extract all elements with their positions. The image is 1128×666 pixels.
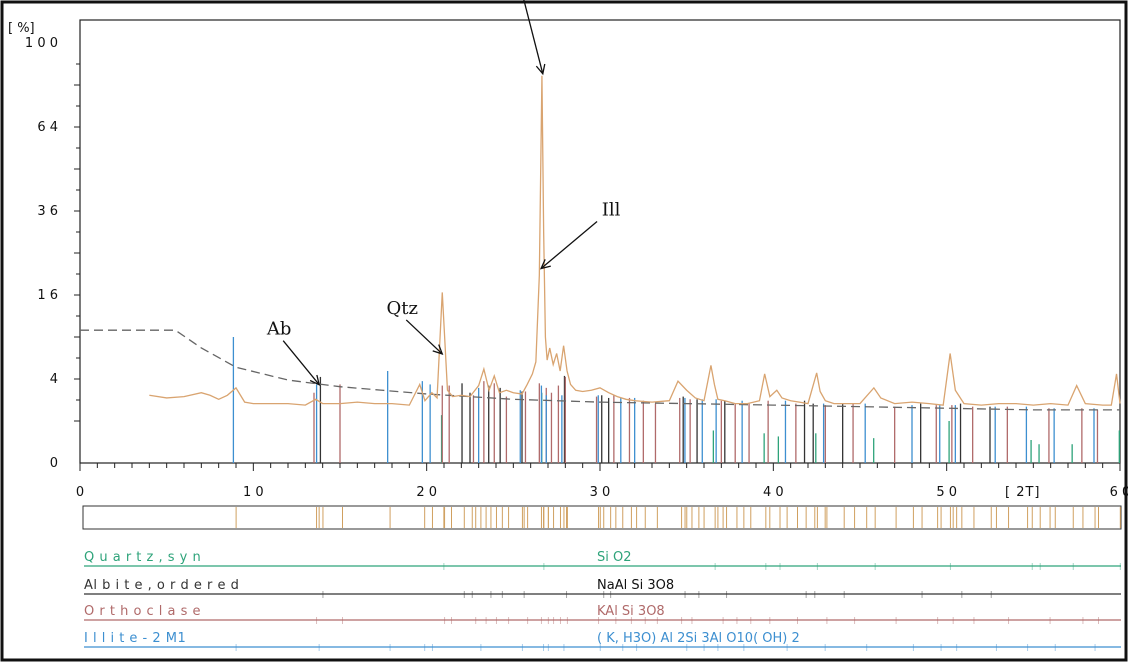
x-axis-label: [ 2T] — [1005, 485, 1041, 500]
annotation-label: Qtz — [387, 298, 418, 319]
annotation-label: Ab — [266, 319, 292, 340]
x-tick-label: 2 0 — [416, 485, 437, 500]
measured-pattern — [149, 75, 1121, 406]
annotation-arrow — [282, 340, 320, 386]
annotation-ill: Ill — [539, 200, 621, 270]
overview-strip-ticks — [235, 507, 1121, 528]
sticks-illite-2m1 — [232, 337, 1095, 463]
annotation-arrow — [405, 319, 443, 355]
peak-annotations: Or Ill Qtz Ab — [266, 0, 621, 386]
legend-name-orthoclase: O r t h o c l a s e — [84, 604, 201, 619]
y-tick-label: 4 — [50, 372, 58, 387]
axes: 0 1 0 2 0 3 0 4 0 5 0 6 0 0 4 1 6 3 6 6 4 1 0 0 — [25, 36, 1128, 500]
y-tick-label: 1 0 0 — [25, 36, 58, 51]
legend-formula-quartz: Si O2 — [597, 550, 632, 565]
legend-name-quartz: Q u a r t z , s y n — [84, 550, 201, 565]
legend-row-ticks — [235, 563, 1121, 651]
annotation-ab: Ab — [266, 319, 321, 386]
legend-name-illite: I l l i t e - 2 M1 — [84, 631, 186, 646]
annotation-arrow — [523, 0, 544, 74]
legend-row-albite: Al b i t e , o r d e r e d NaAl Si 3O8 — [84, 578, 1121, 595]
x-tick-label: 3 0 — [590, 485, 611, 500]
legend-name-albite: Al b i t e , o r d e r e d — [84, 578, 239, 593]
x-tick-label: 0 — [76, 485, 84, 500]
legend-row-quartz: Q u a r t z , s y n Si O2 — [84, 550, 1121, 567]
phase-legend: Q u a r t z , s y n Si O2 Al b i t e , o… — [84, 550, 1121, 648]
annotation-arrowhead — [432, 344, 444, 355]
x-tick-label: 6 0 — [1110, 485, 1128, 500]
sticks-albite-ordered — [319, 375, 991, 463]
annotation-label: Ill — [602, 200, 621, 221]
y-tick-label: 3 6 — [37, 204, 58, 219]
x-tick-label: 5 0 — [936, 485, 957, 500]
sticks-orthoclase — [313, 376, 1099, 463]
legend-formula-illite: ( K, H3O) Al 2Si 3Al O10( OH) 2 — [597, 631, 800, 646]
y-tick-label: 6 4 — [37, 120, 58, 135]
x-tick-label: 1 0 — [243, 485, 264, 500]
annotation-arrowhead — [539, 259, 551, 270]
curves — [80, 75, 1121, 411]
background-curve — [80, 329, 1120, 411]
y-tick-label: 0 — [50, 456, 58, 471]
annotation-qtz: Qtz — [387, 298, 444, 355]
overview-strip — [82, 505, 1122, 530]
annotation-arrowhead — [535, 63, 546, 76]
annotation-or: Or — [523, 0, 546, 76]
annotation-arrowhead — [309, 374, 321, 386]
y-tick-label: 1 6 — [37, 288, 58, 303]
annotation-arrow — [540, 221, 598, 270]
plot-frame — [79, 19, 1121, 464]
reference-sticks — [232, 337, 1120, 463]
legend-formula-orthoclase: KAl Si 3O8 — [597, 604, 665, 619]
x-tick-label: 4 0 — [763, 485, 784, 500]
y-axis-label: [ %] — [8, 21, 35, 36]
legend-row-illite: I l l i t e - 2 M1 ( K, H3O) Al 2Si 3Al … — [84, 631, 1121, 648]
legend-row-orthoclase: O r t h o c l a s e KAl Si 3O8 — [84, 604, 1121, 621]
legend-formula-albite: NaAl Si 3O8 — [597, 578, 674, 593]
